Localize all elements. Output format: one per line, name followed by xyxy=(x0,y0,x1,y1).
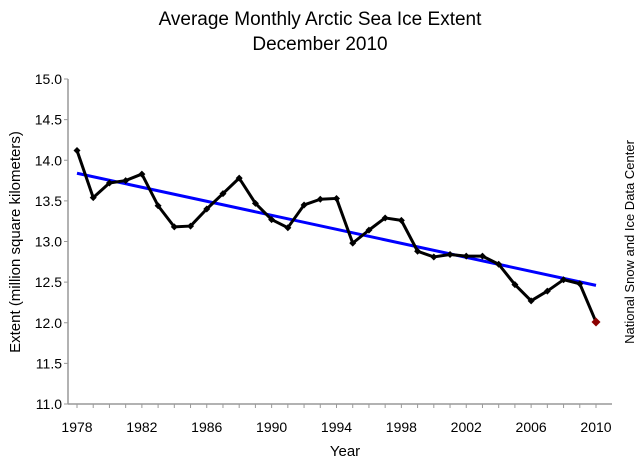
y-tick-label: 11.5 xyxy=(36,355,62,371)
data-point xyxy=(89,194,97,202)
y-axis-label: Extent (million square kilometers) xyxy=(7,131,24,353)
x-tick-label: 1978 xyxy=(61,419,92,435)
data-point xyxy=(219,190,227,198)
y-tick-label: 14.5 xyxy=(35,112,62,128)
data-point xyxy=(122,177,130,185)
extent-line xyxy=(75,150,598,323)
data-point xyxy=(430,253,438,261)
data-point xyxy=(462,252,470,260)
data-point xyxy=(154,202,162,210)
y-tick-label: 14.0 xyxy=(35,152,62,168)
x-tick-label: 1998 xyxy=(386,419,417,435)
x-tick-label: 1990 xyxy=(256,419,287,435)
data-point xyxy=(414,247,422,255)
data-point xyxy=(511,281,519,289)
data-point xyxy=(235,174,243,182)
data-point xyxy=(543,287,551,295)
data-point xyxy=(397,216,405,224)
x-axis-label: Year xyxy=(330,443,360,459)
y-tick-label: 13.5 xyxy=(35,193,62,209)
data-point xyxy=(381,214,389,222)
data-point xyxy=(268,216,276,224)
data-point xyxy=(495,260,503,268)
data-point xyxy=(170,223,178,231)
x-tick-label: 2006 xyxy=(516,419,547,435)
x-tick-label: 1982 xyxy=(126,419,157,435)
y-tick-label: 12.0 xyxy=(35,315,62,331)
data-point xyxy=(316,195,324,203)
y-tick-label: 15.0 xyxy=(35,71,62,87)
data-point xyxy=(576,280,584,288)
x-tick-label: 2010 xyxy=(580,419,611,435)
highlight-point xyxy=(591,317,601,327)
trend-line xyxy=(76,171,597,287)
x-tick-label: 1986 xyxy=(191,419,222,435)
y-tick-label: 12.5 xyxy=(35,274,62,290)
data-point xyxy=(478,252,486,260)
data-point xyxy=(251,199,259,207)
data-point xyxy=(333,194,340,202)
data-point xyxy=(300,201,308,209)
data-point xyxy=(73,147,81,154)
y-tick-label: 13.0 xyxy=(35,234,62,250)
data-point xyxy=(349,239,357,247)
data-point xyxy=(560,276,568,284)
credit-label: National Snow and Ice Data Center xyxy=(622,139,637,343)
data-point xyxy=(284,224,292,232)
data-point xyxy=(527,297,535,305)
x-tick-label: 2002 xyxy=(451,419,482,435)
chart-title: Average Monthly Arctic Sea Ice Extent xyxy=(159,9,483,30)
chart-subtitle: December 2010 xyxy=(252,34,387,55)
data-point xyxy=(138,170,146,178)
data-point xyxy=(105,179,113,187)
y-tick-label: 11.0 xyxy=(36,396,62,412)
data-point xyxy=(203,205,211,213)
x-tick-label: 1994 xyxy=(321,419,352,435)
data-point xyxy=(365,226,373,234)
data-point xyxy=(446,251,454,258)
data-point xyxy=(187,222,195,230)
